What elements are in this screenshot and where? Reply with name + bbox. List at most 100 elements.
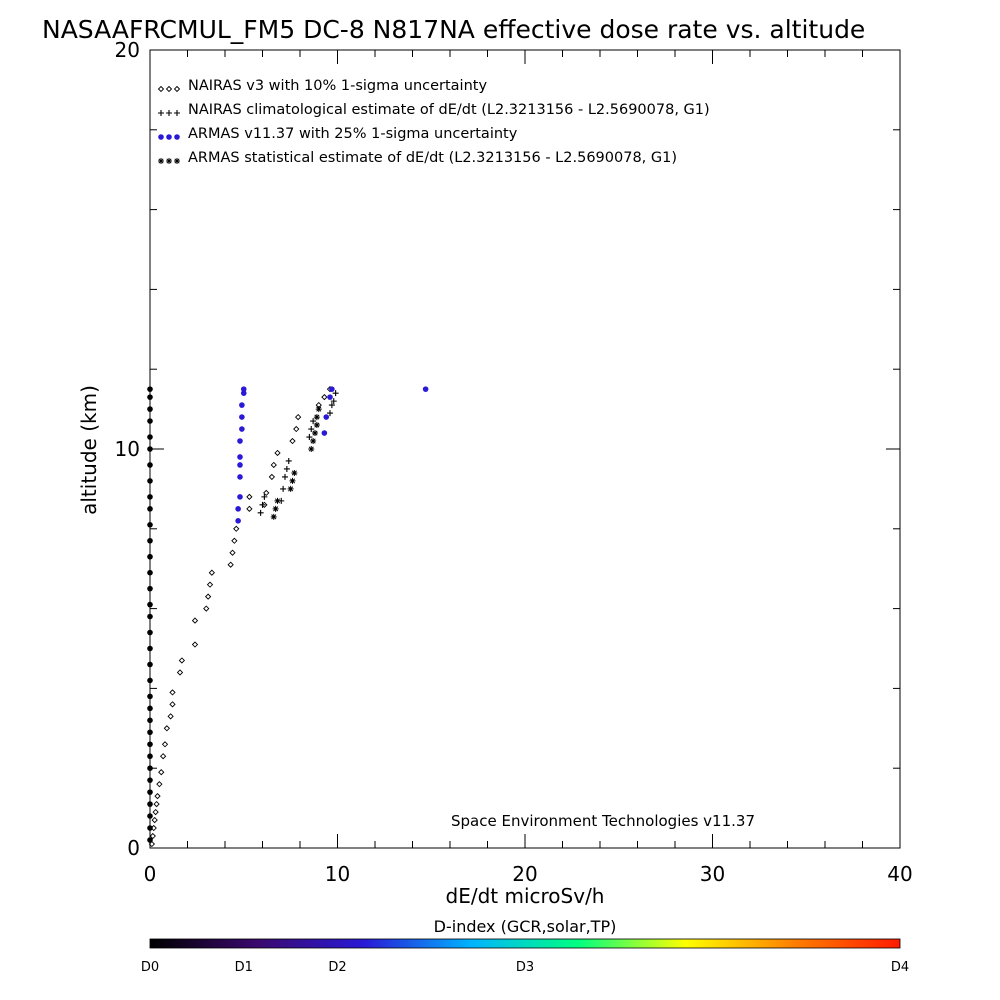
data-point (310, 438, 317, 445)
data-point (323, 414, 330, 420)
data-point (147, 406, 153, 412)
data-point (272, 505, 279, 512)
x-tick-label: 10 (325, 862, 350, 886)
data-point (163, 725, 171, 732)
legend: NAIRAS v3 with 10% 1-sigma uncertainty NA… (157, 78, 710, 166)
data-point (422, 386, 429, 392)
data-point (332, 390, 339, 397)
data-point (147, 601, 153, 608)
data-point (263, 489, 270, 497)
plot-area: 0 10 20 30 40 0 10 20 NAIRAS v3 with 10% 1-sigma… (115, 38, 913, 886)
data-point (282, 473, 288, 480)
data-point (327, 410, 333, 417)
data-point (235, 506, 241, 512)
data-point (147, 434, 153, 440)
y-tick-label: 20 (115, 38, 140, 62)
data-point (308, 446, 315, 452)
data-point (239, 414, 245, 420)
data-point (147, 765, 153, 771)
colorbar-label: D4 (891, 960, 909, 975)
data-point (147, 837, 153, 843)
x-tick-label: 0 (144, 862, 157, 886)
data-point (191, 641, 199, 648)
data-point (239, 426, 245, 432)
legend-marker (166, 134, 172, 140)
data-point (147, 789, 153, 795)
data-point (176, 669, 184, 676)
data-point (147, 705, 153, 712)
series-1 (257, 390, 339, 516)
data-point (147, 585, 153, 592)
chart-annotation: Space Environment Technologies v11.37 (451, 812, 755, 830)
data-point (261, 493, 268, 500)
data-point (147, 813, 153, 819)
data-point (274, 449, 281, 457)
data-point (147, 522, 153, 528)
legend-item: ARMAS statistical estimate of dE/dt (L2.… (158, 150, 677, 166)
data-point (229, 549, 236, 556)
data-point (147, 677, 153, 684)
legend-marker (174, 158, 180, 164)
y-tick-label: 10 (115, 437, 140, 461)
data-point (161, 741, 169, 748)
data-point (147, 825, 153, 831)
data-point (327, 394, 333, 400)
data-point (169, 689, 176, 696)
data-point (237, 494, 243, 500)
data-point (240, 386, 247, 392)
data-point (257, 509, 264, 516)
legend-marker (173, 85, 181, 93)
data-point (287, 485, 294, 492)
data-point (315, 406, 322, 413)
data-point (147, 569, 153, 576)
y-tick-label: 0 (127, 836, 140, 860)
data-point (237, 438, 243, 444)
data-point (313, 422, 320, 429)
data-point (154, 792, 161, 800)
data-point (237, 462, 243, 468)
data-point (291, 469, 298, 476)
data-point (159, 753, 167, 760)
data-point (147, 645, 153, 652)
data-point (147, 494, 153, 500)
data-point (270, 513, 277, 520)
data-point (270, 461, 277, 469)
data-point (147, 553, 153, 560)
colorbar-label: D3 (516, 960, 534, 975)
legend-marker (165, 85, 173, 93)
data-point (147, 386, 153, 392)
data-point (147, 693, 153, 700)
data-point (147, 753, 153, 760)
data-point (237, 474, 243, 480)
data-point (147, 717, 153, 724)
data-point (147, 801, 153, 807)
data-point (329, 386, 335, 392)
legend-label: NAIRAS climatological estimate of dE/dt … (188, 102, 710, 118)
data-point (152, 808, 159, 816)
data-point (321, 430, 328, 436)
data-point (147, 741, 153, 748)
legend-marker (166, 110, 172, 116)
x-tick-label: 30 (700, 862, 725, 886)
colorbar-label: D2 (328, 960, 346, 975)
data-point (147, 462, 153, 468)
legend-marker (158, 110, 164, 116)
data-point (147, 394, 153, 400)
legend-label: ARMAS statistical estimate of dE/dt (L2.… (188, 150, 677, 166)
data-point (285, 457, 292, 464)
data-point (237, 454, 243, 460)
plot-frame (149, 49, 901, 849)
legend-item: NAIRAS climatological estimate of dE/dt … (158, 102, 710, 118)
data-point (191, 617, 199, 624)
data-point (147, 506, 153, 512)
series-3 (270, 406, 322, 520)
data-point (293, 425, 300, 433)
series-2 (235, 386, 429, 524)
data-point (227, 561, 234, 568)
legend-marker (157, 85, 165, 93)
colorbar-label: D1 (235, 960, 253, 975)
data-point (246, 505, 253, 512)
data-points (147, 386, 429, 848)
colorbar (149, 938, 901, 949)
